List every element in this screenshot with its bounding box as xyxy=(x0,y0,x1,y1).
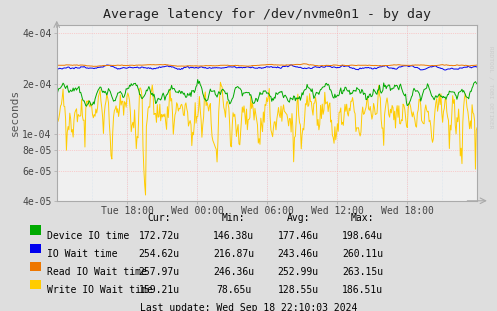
Text: Device IO time: Device IO time xyxy=(47,231,129,241)
Title: Average latency for /dev/nvme0n1 - by day: Average latency for /dev/nvme0n1 - by da… xyxy=(103,8,431,21)
Text: IO Wait time: IO Wait time xyxy=(47,249,118,259)
Text: 146.38u: 146.38u xyxy=(213,231,254,241)
Text: 243.46u: 243.46u xyxy=(278,249,319,259)
Text: 177.46u: 177.46u xyxy=(278,231,319,241)
Text: 263.15u: 263.15u xyxy=(342,267,383,277)
Text: 246.36u: 246.36u xyxy=(213,267,254,277)
Text: Write IO Wait time: Write IO Wait time xyxy=(47,285,153,295)
Text: Max:: Max: xyxy=(351,213,375,223)
Text: Last update: Wed Sep 18 22:10:03 2024: Last update: Wed Sep 18 22:10:03 2024 xyxy=(140,303,357,311)
Text: 254.62u: 254.62u xyxy=(139,249,179,259)
Text: RRDTOOL / TOBI OETIKER: RRDTOOL / TOBI OETIKER xyxy=(489,46,494,128)
Text: Read IO Wait time: Read IO Wait time xyxy=(47,267,147,277)
Text: 128.55u: 128.55u xyxy=(278,285,319,295)
Text: 186.51u: 186.51u xyxy=(342,285,383,295)
Text: 257.97u: 257.97u xyxy=(139,267,179,277)
Text: Avg:: Avg: xyxy=(286,213,310,223)
Text: 78.65u: 78.65u xyxy=(216,285,251,295)
Y-axis label: seconds: seconds xyxy=(9,89,19,136)
Text: 198.64u: 198.64u xyxy=(342,231,383,241)
Text: 172.72u: 172.72u xyxy=(139,231,179,241)
Text: 159.21u: 159.21u xyxy=(139,285,179,295)
Text: Cur:: Cur: xyxy=(147,213,171,223)
Text: 260.11u: 260.11u xyxy=(342,249,383,259)
Text: 252.99u: 252.99u xyxy=(278,267,319,277)
Text: Min:: Min: xyxy=(222,213,246,223)
Text: 216.87u: 216.87u xyxy=(213,249,254,259)
